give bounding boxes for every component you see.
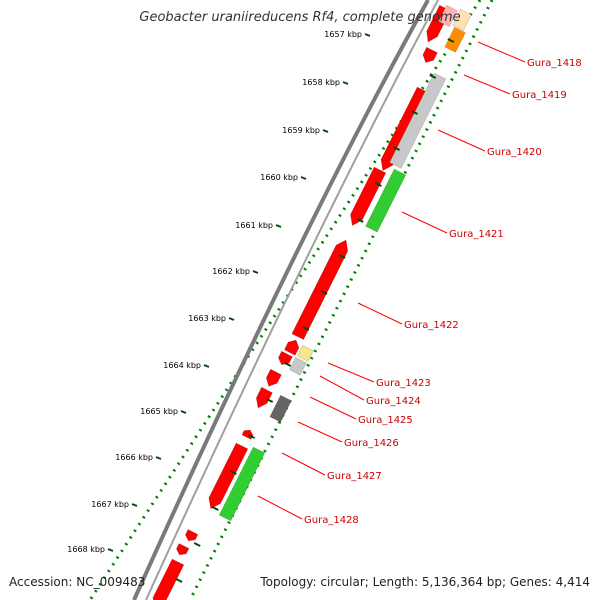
gene-leader-line (297, 421, 343, 443)
gene-label: Gura_1425 (358, 415, 413, 426)
ruler-tick (342, 81, 349, 85)
ruler-tick (180, 410, 187, 414)
accession-text: Accession: NC_009483 (9, 575, 146, 589)
ruler-label: 1660 kbp (260, 173, 298, 182)
gene-label: Gura_1419 (512, 90, 567, 101)
ruler-label: 1662 kbp (212, 267, 250, 276)
inner-tick (211, 506, 219, 511)
ruler-tick (300, 176, 307, 180)
inner-tick (284, 362, 292, 367)
cds-arrow-5 (291, 239, 349, 340)
ruler-tick (322, 129, 329, 133)
feature-green-2 (218, 446, 266, 522)
ruler-label: 1658 kbp (302, 78, 340, 87)
inner-tick (411, 110, 419, 115)
cds-arrow-4 (350, 166, 387, 226)
cds-arrow-9 (255, 386, 273, 409)
cds-arrow-14 (152, 558, 185, 600)
gene-label: Gura_1420 (487, 147, 542, 158)
inner-tick (356, 218, 364, 223)
ruler-tick (155, 456, 162, 460)
inner-tick (193, 542, 201, 547)
cds-arrow-11 (208, 442, 249, 510)
gene-leader-line (319, 375, 365, 401)
gene-leader-line (327, 362, 375, 383)
gene-label: Gura_1427 (327, 471, 382, 482)
ruler-tick (275, 224, 282, 228)
cds-arrow-2 (422, 46, 438, 63)
ruler-label: 1666 kbp (115, 453, 153, 462)
gene-leader-line (281, 452, 326, 476)
genome-title: Geobacter uraniireducens Rf4, complete g… (139, 10, 461, 25)
ruler-label: 1657 kbp (324, 30, 362, 39)
gene-leader-line (463, 74, 511, 95)
ruler-label: 1663 kbp (188, 314, 226, 323)
feature-pale-orange (452, 8, 472, 32)
gene-label: Gura_1428 (304, 515, 359, 526)
gene-leader-line (257, 495, 303, 520)
ruler-label: 1661 kbp (235, 221, 273, 230)
feature-orange (444, 26, 466, 53)
gene-label: Gura_1422 (404, 320, 459, 331)
cds-arrow-8 (265, 368, 282, 387)
gene-leader-line (477, 41, 526, 63)
ruler-tick (252, 270, 259, 274)
cds-arrow-12 (185, 529, 199, 542)
ruler-tick (364, 33, 371, 37)
cds-arrow-13 (176, 543, 190, 556)
feature-light-gray-2 (288, 356, 307, 376)
cds-arrow-6 (283, 339, 300, 356)
ruler-label: 1668 kbp (67, 545, 105, 554)
gene-label: Gura_1418 (527, 58, 582, 69)
gene-label: Gura_1423 (376, 378, 431, 389)
ruler-label: 1667 kbp (91, 500, 129, 509)
ruler-tick (203, 364, 210, 368)
feature-green-1 (365, 168, 407, 233)
gene-leader-line (401, 211, 448, 234)
feature-pale-yellow (296, 344, 314, 362)
ruler-label: 1664 kbp (163, 361, 201, 370)
inner-tick (302, 326, 310, 331)
inner-tick (320, 290, 328, 295)
inner-tick (429, 74, 437, 79)
ruler-labels: 1657 kbp 1658 kbp 1659 kbp 1660 kbp 1661 kbp… (67, 30, 455, 583)
gene-leader-line (309, 396, 357, 420)
ruler-tick (107, 548, 114, 552)
backbone-inner-line (145, 0, 439, 600)
ruler-label: 1665 kbp (140, 407, 178, 416)
inner-tick (266, 398, 274, 403)
gene-label: Gura_1426 (344, 438, 399, 449)
ruler-tick (131, 503, 138, 507)
gene-label: Gura_1421 (449, 229, 504, 240)
feature-tracks (152, 4, 472, 600)
cds-arrow-10 (241, 429, 254, 440)
feature-pale-pink (438, 4, 458, 28)
feature-dark-gray (269, 394, 292, 423)
backbone-outer-line (132, 0, 430, 600)
genome-summary-text: Topology: circular; Length: 5,136,364 bp… (260, 575, 590, 589)
gene-labels: Gura_1418 Gura_1419 Gura_1420 Gura_1421 Gura… (304, 58, 582, 526)
gene-leader-line (437, 129, 486, 152)
feature-light-gray-1 (389, 72, 447, 169)
genome-backbone-arc (132, 0, 439, 600)
inner-tick (229, 470, 237, 475)
inner-tick (338, 254, 346, 259)
ruler-label: 1659 kbp (282, 126, 320, 135)
ruler-tick (228, 317, 235, 321)
inner-tick (393, 146, 400, 151)
inner-tick (374, 182, 382, 187)
gene-label: Gura_1424 (366, 396, 421, 407)
inner-tick (447, 38, 455, 43)
inner-tick (248, 434, 255, 439)
gene-leader-line (357, 302, 403, 325)
gene-label-leaders (257, 41, 526, 520)
inner-tick (175, 578, 183, 583)
